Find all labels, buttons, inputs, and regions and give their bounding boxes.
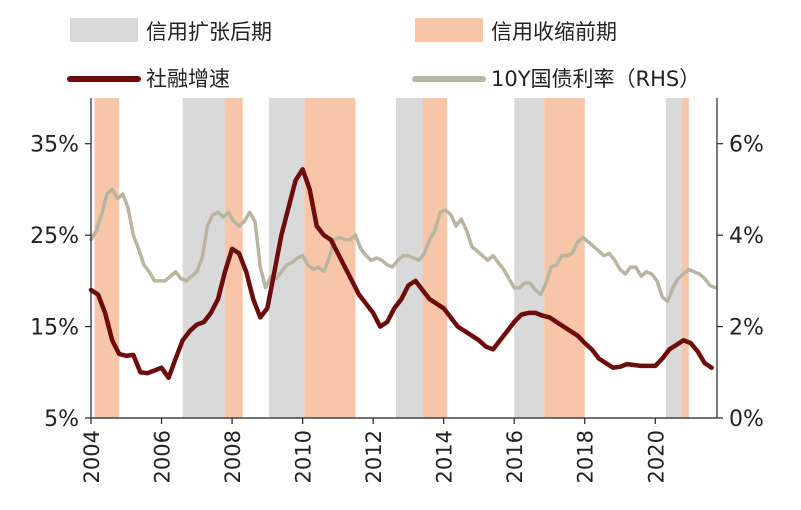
axis-ticks: 5% 15% 25% 35% 0% 2% 4% 6% 2004 2006 2008 2010 2012 2… bbox=[30, 133, 764, 484]
tsf-growth-line bbox=[88, 167, 714, 381]
legend: 信用扩张后期 信用收缩前期 社融增速 10Y国债利率（RHS） bbox=[67, 18, 700, 91]
right-tick-label: 6% bbox=[729, 133, 764, 158]
period-bands bbox=[94, 98, 689, 418]
x-tick-label: 2018 bbox=[574, 430, 598, 483]
band-contraction-early-10 bbox=[681, 98, 689, 418]
axes bbox=[90, 98, 718, 419]
legend-item-contraction-early: 信用收缩前期 bbox=[415, 18, 617, 44]
x-tick-label: 2006 bbox=[151, 430, 175, 483]
legend-item-tsf-growth: 社融增速 bbox=[67, 67, 230, 91]
x-tick-label: 2004 bbox=[80, 430, 104, 483]
x-tick-label: 2020 bbox=[644, 430, 668, 483]
x-tick-label: 2008 bbox=[221, 430, 245, 483]
legend-label-expansion-late: 信用扩张后期 bbox=[146, 20, 272, 44]
left-tick-label: 5% bbox=[44, 407, 79, 432]
series-lines bbox=[88, 167, 717, 381]
x-tick-label: 2014 bbox=[433, 430, 457, 483]
legend-swatch-contraction-early bbox=[415, 18, 483, 42]
legend-label-10y-yield: 10Y国债利率（RHS） bbox=[491, 67, 700, 91]
left-tick-label: 25% bbox=[30, 224, 79, 249]
x-tick-label: 2016 bbox=[503, 430, 527, 483]
band-expansion-late-7 bbox=[514, 98, 545, 418]
legend-item-expansion-late: 信用扩张后期 bbox=[70, 18, 272, 44]
band-expansion-late-9 bbox=[665, 98, 682, 418]
left-tick-label: 15% bbox=[30, 316, 79, 341]
band-contraction-early-6 bbox=[422, 98, 448, 418]
legend-label-contraction-early: 信用收缩前期 bbox=[491, 20, 617, 44]
x-tick-label: 2010 bbox=[292, 430, 316, 483]
left-tick-label: 35% bbox=[30, 133, 79, 158]
bond-yield-10y-line bbox=[89, 187, 717, 304]
legend-label-tsf-growth: 社融增速 bbox=[146, 67, 230, 91]
x-tick-label: 2012 bbox=[362, 430, 386, 483]
right-tick-label: 0% bbox=[729, 407, 764, 432]
band-contraction-early-8 bbox=[544, 98, 585, 418]
legend-swatch-expansion-late bbox=[70, 18, 138, 42]
band-contraction-early-0 bbox=[94, 98, 120, 418]
right-tick-label: 2% bbox=[729, 316, 764, 341]
legend-item-10y-yield: 10Y国债利率（RHS） bbox=[412, 67, 700, 91]
right-tick-label: 4% bbox=[729, 224, 764, 249]
band-contraction-early-2 bbox=[225, 98, 243, 418]
